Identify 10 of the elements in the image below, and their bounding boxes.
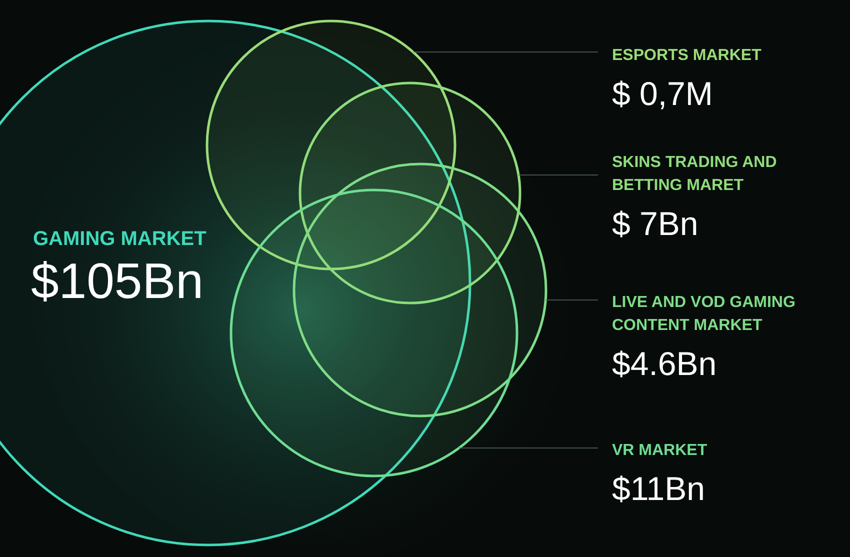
category-label: VR MARKET bbox=[612, 442, 708, 459]
data-label: $4.6Bn bbox=[612, 345, 717, 382]
data-label: $ 0,7M bbox=[612, 75, 713, 112]
category-label: LIVE AND VOD GAMING CONTENT MARKET bbox=[612, 294, 796, 334]
data-label: $105Bn bbox=[31, 253, 204, 309]
category-label: GAMING MARKET bbox=[33, 228, 206, 250]
data-label: $11Bn bbox=[612, 470, 705, 507]
data-label: $ 7Bn bbox=[612, 205, 698, 242]
category-label: SKINS TRADING AND BETTING MARET bbox=[612, 154, 777, 194]
category-label: ESPORTS MARKET bbox=[612, 47, 762, 64]
